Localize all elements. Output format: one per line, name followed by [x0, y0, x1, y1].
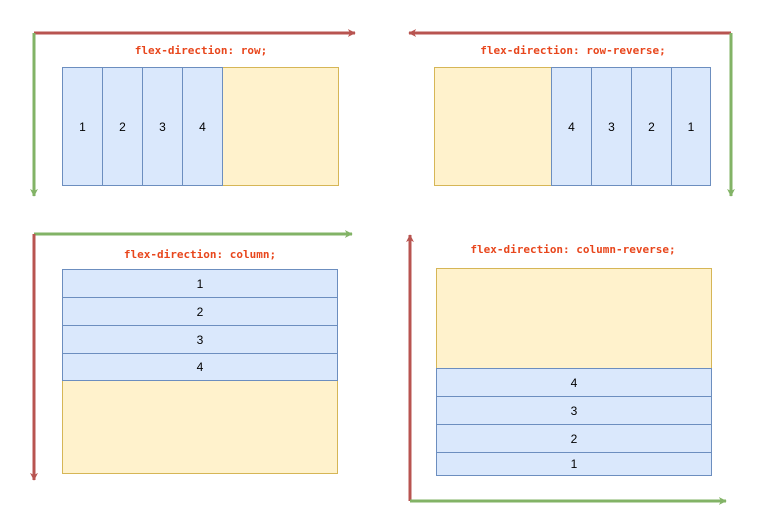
row-flex-item: 4 — [182, 67, 223, 186]
column-reverse-flex-item: 3 — [436, 396, 712, 425]
row-reverse-flex-item: 2 — [631, 67, 672, 186]
row-label: flex-direction: row; — [134, 44, 268, 57]
column-flex-item: 2 — [62, 297, 338, 326]
row-reverse-flex-item: 4 — [551, 67, 592, 186]
column-label: flex-direction: column; — [123, 248, 277, 261]
row-flex-item: 2 — [102, 67, 143, 186]
row-flex-item: 3 — [142, 67, 183, 186]
row-reverse-flex-item: 1 — [671, 67, 711, 186]
row-flex-item: 1 — [62, 67, 103, 186]
column-reverse-flex-item: 2 — [436, 424, 712, 453]
column-flex-item: 1 — [62, 269, 338, 298]
column-flex-item: 4 — [62, 353, 338, 381]
column-reverse-flex-item: 4 — [436, 368, 712, 397]
column-reverse-flex-item: 1 — [436, 452, 712, 476]
column-flex-item: 3 — [62, 325, 338, 354]
row-reverse-label: flex-direction: row-reverse; — [480, 44, 666, 57]
row-reverse-flex-item: 3 — [591, 67, 632, 186]
column-reverse-label: flex-direction: column-reverse; — [470, 243, 676, 256]
